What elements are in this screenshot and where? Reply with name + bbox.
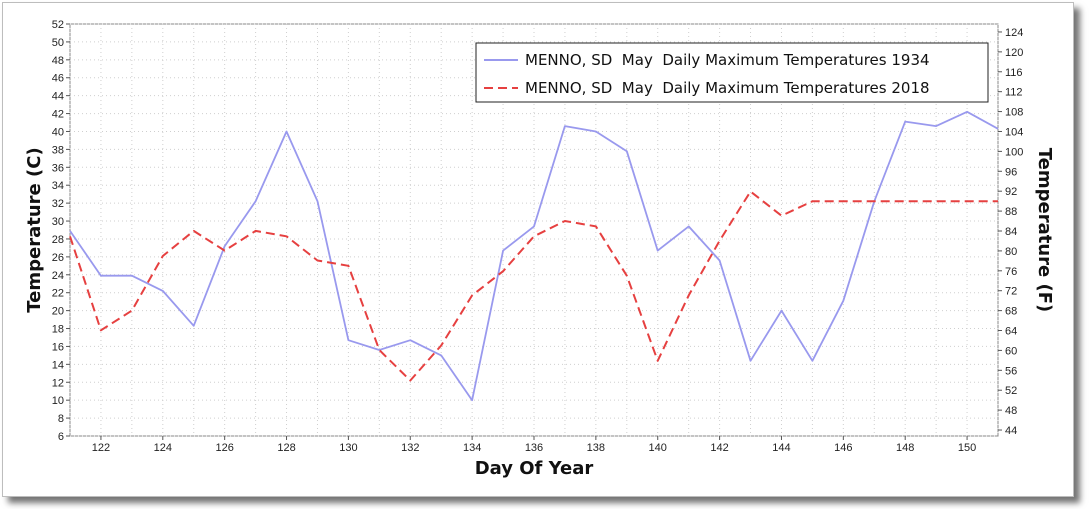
y2-tick-label: 52 (1005, 385, 1017, 397)
x-tick-label: 128 (277, 442, 295, 454)
x-axis: 122 124 126 128 130 132 134 136 138 140 142 144 146 1… (92, 436, 976, 454)
series-layer (69, 110, 999, 402)
series-line-1934 (69, 110, 999, 402)
x-tick-label: 136 (525, 442, 543, 454)
x-tick-label: 142 (710, 442, 728, 454)
y2-tick-label: 64 (1005, 326, 1017, 338)
y2-tick-label: 100 (1005, 146, 1023, 158)
y-tick-label: 24 (52, 270, 64, 282)
y-tick-label: 50 (52, 37, 64, 49)
x-tick-label: 150 (958, 442, 976, 454)
y2-tick-label: 84 (1005, 226, 1017, 238)
left-axis: 6 8 10 12 14 16 18 20 22 24 26 28 30 32 34 36 38 40 42 44 46… (52, 19, 70, 443)
x-tick-label: 140 (649, 442, 667, 454)
y2-tick-label: 108 (1005, 107, 1023, 119)
x-tick-label: 126 (215, 442, 233, 454)
y-tick-label: 42 (52, 109, 64, 121)
y-tick-label: 40 (52, 126, 64, 138)
legend: MENNO, SD May Daily Maximum Temperatures… (475, 42, 989, 103)
y-tick-label: 12 (52, 377, 64, 389)
y-tick-label: 22 (52, 288, 64, 300)
x-axis-title: Day Of Year (475, 458, 594, 479)
right-axis: 44 48 52 56 60 64 68 72 76 80 84 88 92 96 100 104 108 112… (998, 27, 1023, 437)
y-tick-label: 52 (52, 19, 64, 31)
y-tick-label: 30 (52, 216, 64, 228)
y2-tick-label: 104 (1005, 126, 1023, 138)
x-tick-label: 122 (92, 442, 110, 454)
y2-tick-label: 112 (1005, 87, 1023, 99)
y2-tick-label: 120 (1005, 47, 1023, 59)
y-axis-title: Temperature (C) (24, 147, 45, 312)
y-tick-label: 46 (52, 73, 64, 85)
y2-tick-label: 116 (1005, 67, 1023, 79)
y2-axis-title: Temperature (F) (1034, 148, 1055, 313)
y2-tick-label: 88 (1005, 206, 1017, 218)
legend-label-1934: MENNO, SD May Daily Maximum Temperatures… (525, 51, 930, 69)
y2-tick-label: 56 (1005, 365, 1017, 377)
y-tick-label: 16 (52, 341, 64, 353)
y-tick-label: 34 (52, 180, 64, 192)
y2-tick-label: 44 (1005, 425, 1017, 437)
y-tick-label: 44 (52, 91, 64, 103)
y2-tick-label: 68 (1005, 306, 1017, 318)
y-tick-label: 8 (58, 413, 64, 425)
legend-label-2018: MENNO, SD May Daily Maximum Temperatures… (525, 79, 930, 97)
y2-tick-label: 76 (1005, 266, 1017, 278)
line-chart: 6810121416182022242628303234363840424446… (24, 19, 1055, 479)
y-tick-label: 38 (52, 144, 64, 156)
y2-tick-label: 72 (1005, 286, 1017, 298)
y-tick-label: 28 (52, 234, 64, 246)
x-tick-label: 148 (896, 442, 914, 454)
x-tick-label: 132 (401, 442, 419, 454)
y-tick-label: 36 (52, 162, 64, 174)
y-tick-label: 14 (52, 359, 64, 371)
y-tick-label: 32 (52, 198, 64, 210)
x-tick-label: 146 (834, 442, 852, 454)
y2-tick-label: 48 (1005, 405, 1017, 417)
y-tick-label: 20 (52, 306, 64, 318)
y2-tick-label: 96 (1005, 166, 1017, 178)
x-tick-label: 130 (339, 442, 357, 454)
y-tick-label: 10 (52, 395, 64, 407)
y2-tick-label: 80 (1005, 246, 1017, 258)
x-tick-label: 124 (154, 442, 172, 454)
series-line-2018 (69, 190, 998, 382)
legend-box (475, 42, 989, 103)
chart-frame: 6 8 10 12 14 16 18 20 22 24 26 28 30 32 34 36 38 40 42 44 46… (2, 2, 1074, 497)
y-tick-label: 6 (58, 431, 64, 443)
y-tick-label: 26 (52, 252, 64, 264)
x-tick-label: 134 (463, 442, 481, 454)
y-tick-label: 18 (52, 324, 64, 336)
y-tick-label: 48 (52, 55, 64, 67)
x-tick-label: 138 (587, 442, 605, 454)
y2-tick-label: 124 (1005, 27, 1023, 39)
x-tick-label: 144 (772, 442, 790, 454)
y2-tick-label: 92 (1005, 186, 1017, 198)
y2-tick-label: 60 (1005, 345, 1017, 357)
